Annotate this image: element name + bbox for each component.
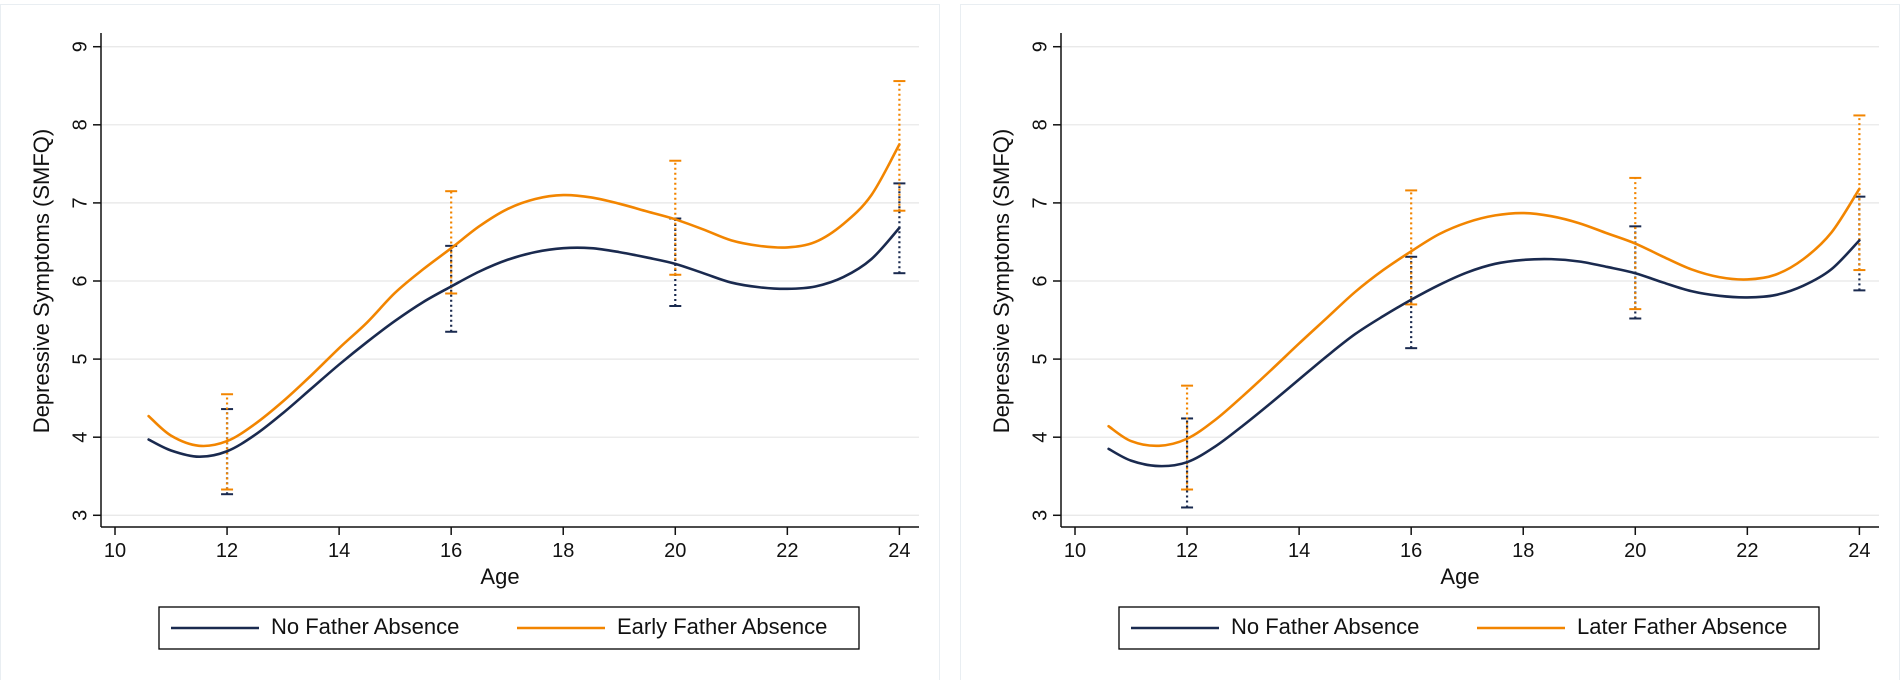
- left-chart-panel: 3 4 5 6 7 8 9 10 12 14 16 18 20 22 24 Age Depressive Sym…: [0, 4, 940, 680]
- x-tick-label: 24: [1848, 540, 1870, 562]
- y-tick-label: 5: [69, 354, 91, 365]
- series-line-no-absence: [1107, 239, 1861, 468]
- x-tick-label: 12: [216, 540, 238, 562]
- x-tick-label: 18: [552, 540, 574, 562]
- legend-label: No Father Absence: [271, 614, 459, 639]
- y-tick-label: 7: [69, 197, 91, 208]
- x-axis-title: Age: [1440, 564, 1479, 589]
- y-tick-label: 8: [69, 119, 91, 130]
- y-tick-label: 9: [1029, 41, 1051, 52]
- x-tick-label: 20: [664, 540, 686, 562]
- x-tick-label: 14: [1288, 540, 1310, 562]
- legend: No Father Absence Later Father Absence: [1118, 606, 1820, 650]
- right-chart-panel: 3 4 5 6 7 8 9 10 12 14 16 18 20 22 24 Age Depressive Sym…: [960, 4, 1900, 680]
- legend-box: [1118, 606, 1820, 650]
- legend-box: [158, 606, 860, 650]
- y-tick-label: 4: [69, 432, 91, 443]
- series-line-father-absence: [147, 143, 901, 448]
- legend-label: Later Father Absence: [1577, 614, 1787, 639]
- legend-label: No Father Absence: [1231, 614, 1419, 639]
- chart-later-father-absence: 3 4 5 6 7 8 9 10 12 14 16 18 20 22 24 Age Depressive Sym…: [989, 33, 1879, 650]
- x-tick-label: 12: [1176, 540, 1198, 562]
- y-tick-label: 6: [1029, 275, 1051, 286]
- x-tick-label: 20: [1624, 540, 1646, 562]
- series-line-no-absence: [147, 226, 901, 459]
- y-tick-label: 4: [1029, 432, 1051, 443]
- series-line-father-absence: [1107, 187, 1861, 448]
- legend-label: Early Father Absence: [617, 614, 827, 639]
- legend: No Father Absence Early Father Absence: [158, 606, 860, 650]
- x-tick-label: 16: [1400, 540, 1422, 562]
- y-tick-label: 9: [69, 41, 91, 52]
- x-tick-label: 16: [440, 540, 462, 562]
- x-tick-label: 24: [888, 540, 910, 562]
- y-tick-label: 6: [69, 275, 91, 286]
- x-tick-label: 10: [1064, 540, 1086, 562]
- x-tick-label: 18: [1512, 540, 1534, 562]
- y-tick-label: 7: [1029, 197, 1051, 208]
- y-tick-label: 3: [69, 510, 91, 521]
- x-tick-label: 10: [104, 540, 126, 562]
- y-axis-title: Depressive Symptoms (SMFQ): [989, 129, 1014, 433]
- x-tick-label: 22: [1736, 540, 1758, 562]
- y-tick-label: 5: [1029, 354, 1051, 365]
- y-axis-title: Depressive Symptoms (SMFQ): [29, 129, 54, 433]
- chart-early-father-absence: 3 4 5 6 7 8 9 10 12 14 16 18 20 22 24 Age Depressive Sym…: [29, 33, 919, 650]
- y-tick-label: 8: [1029, 119, 1051, 130]
- x-tick-label: 14: [328, 540, 350, 562]
- x-tick-label: 22: [776, 540, 798, 562]
- y-tick-label: 3: [1029, 510, 1051, 521]
- x-axis-title: Age: [480, 564, 519, 589]
